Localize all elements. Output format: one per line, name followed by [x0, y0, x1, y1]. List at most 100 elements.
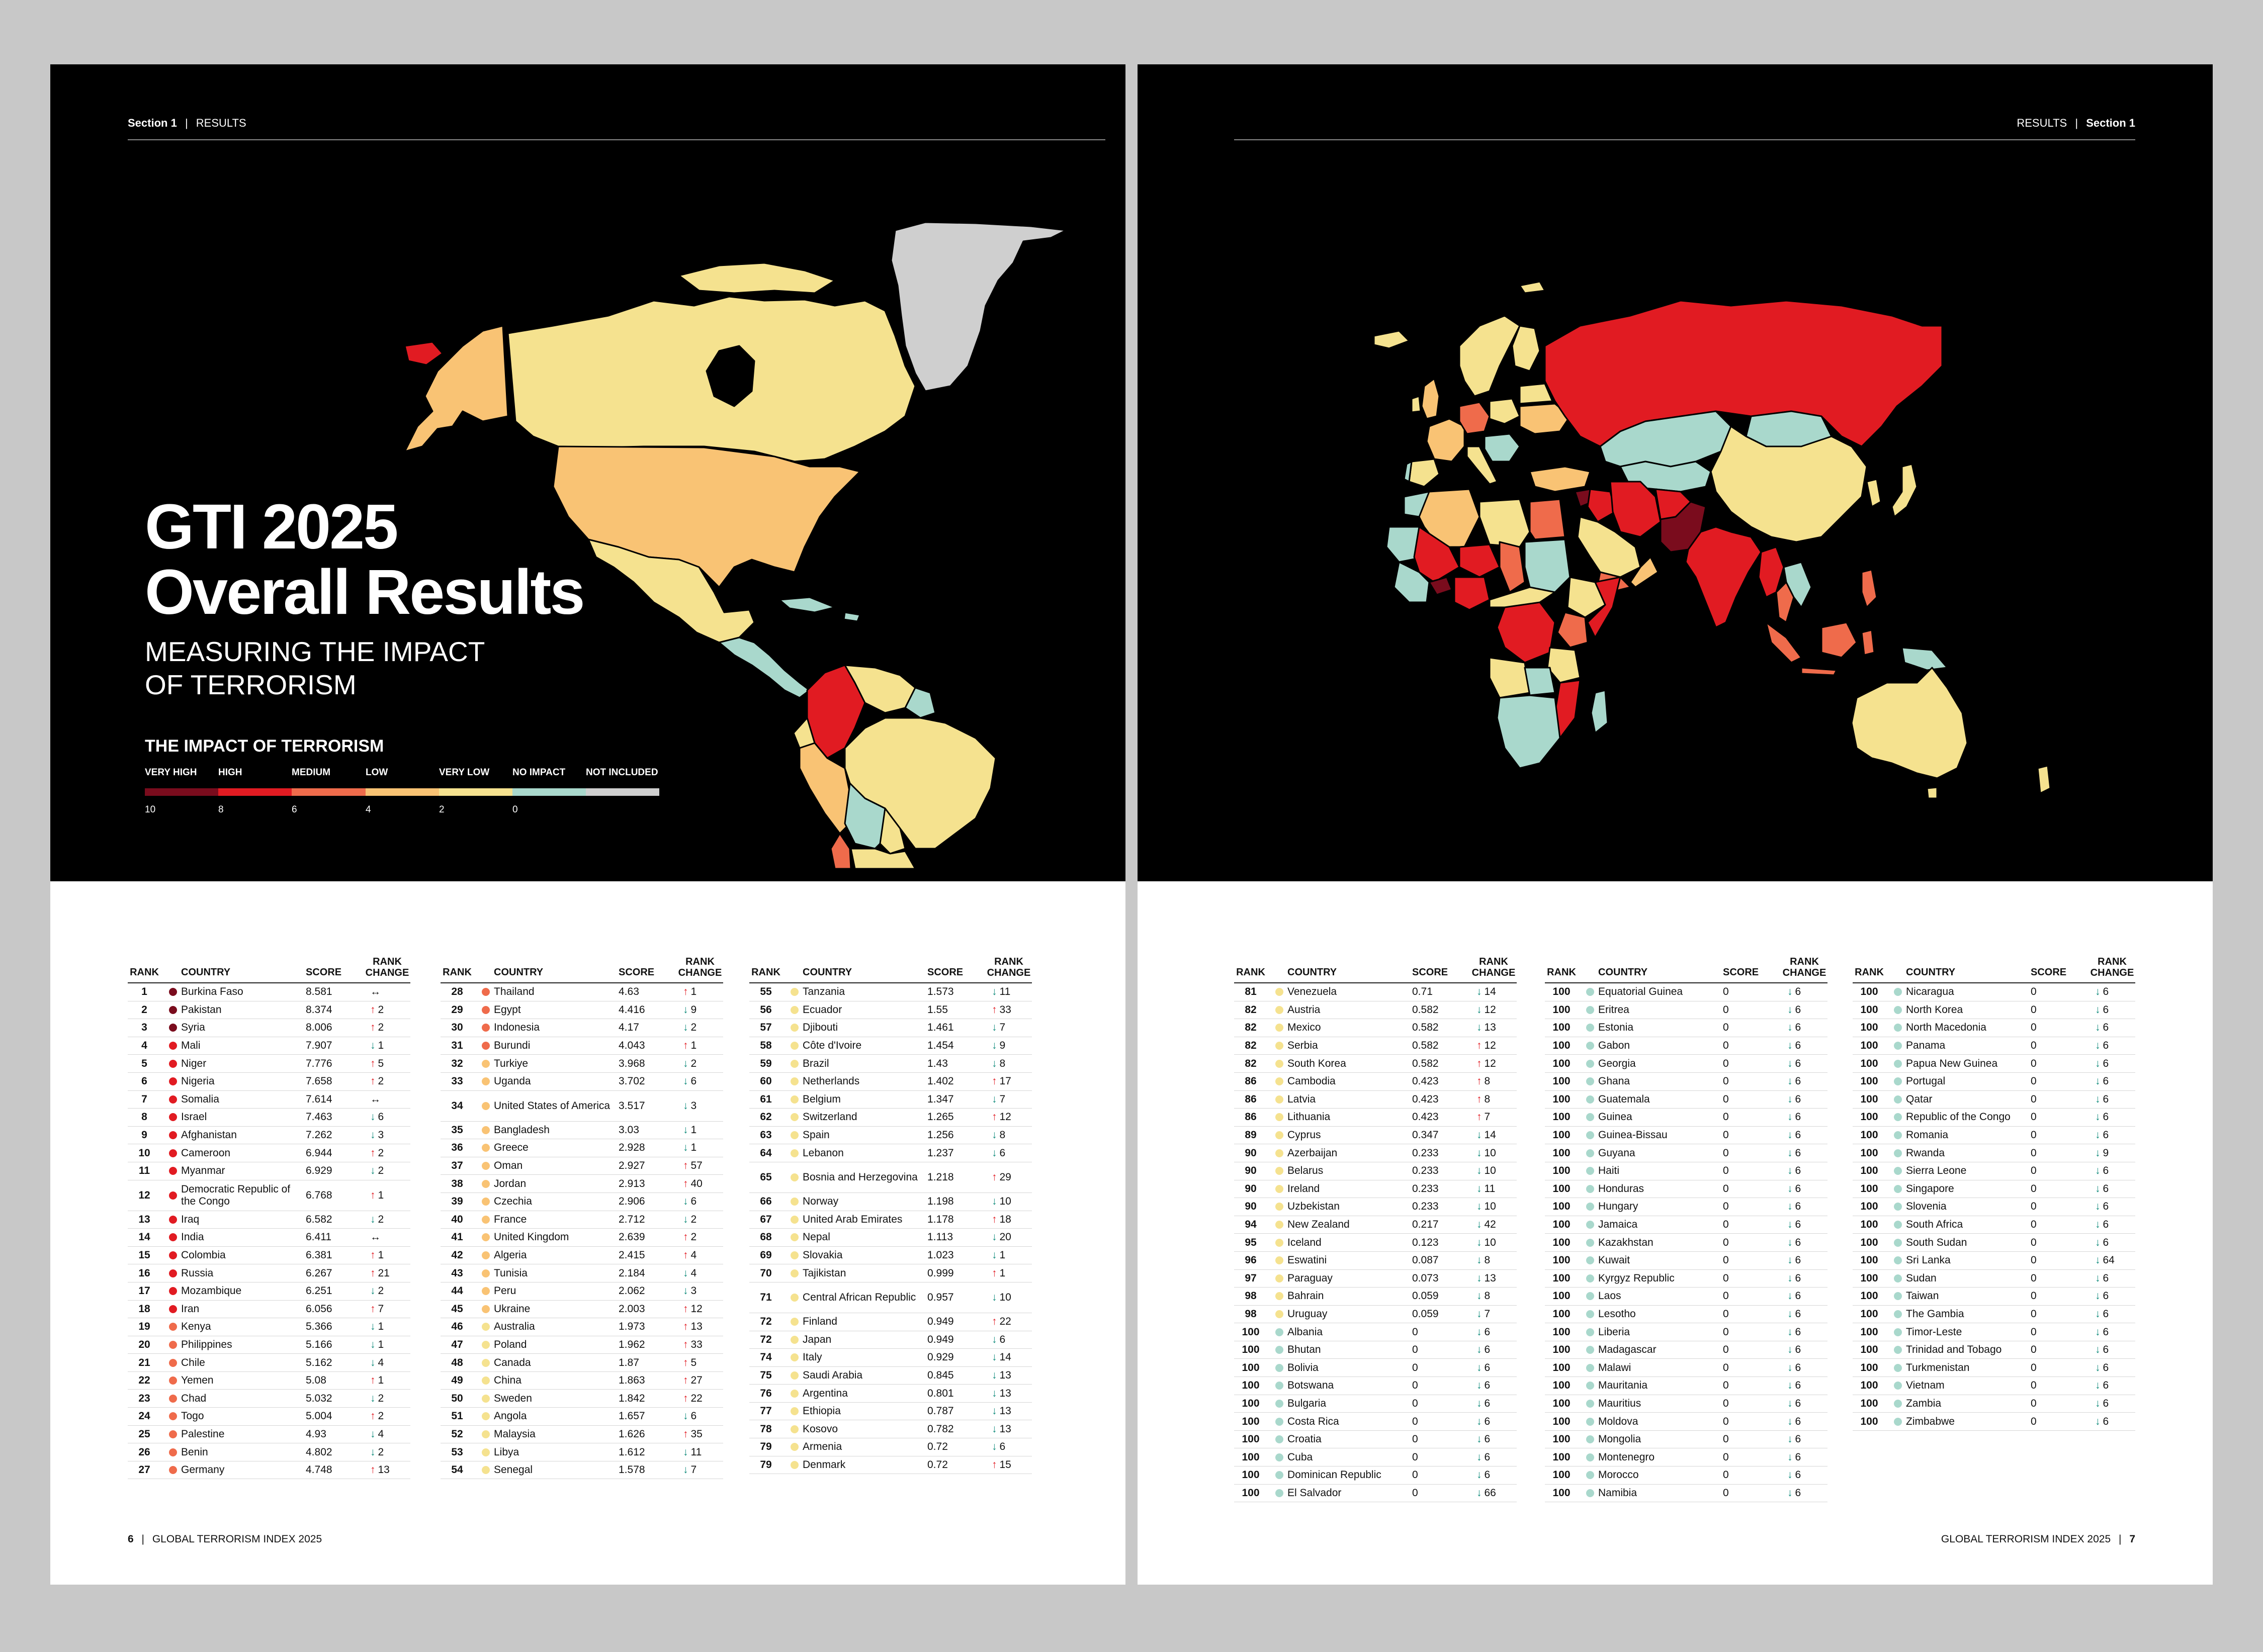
rank-change-cell: ↓ 6 [1787, 1433, 1827, 1445]
score-cell: 0.233 [1412, 1165, 1439, 1177]
rank-change-value: 6 [2103, 1040, 2109, 1052]
arrow-up-icon: ↑ [683, 1231, 688, 1243]
arrow-down-icon: ↓ [683, 1267, 688, 1279]
rank-change-cell: ↓ 6 [992, 1334, 1032, 1346]
rank-change-cell: ↓ 6 [1476, 1416, 1517, 1428]
arrow-down-icon: ↓ [683, 1410, 688, 1422]
arrow-down-icon: ↓ [1476, 1272, 1482, 1284]
score-cell: 0 [1723, 986, 1729, 998]
rank-change-value: 12 [999, 1111, 1011, 1123]
rank-change-cell: ↓ 6 [1787, 1004, 1827, 1016]
rank-cell: 100 [1552, 1165, 1571, 1177]
country-cell: Croatia [1287, 1433, 1322, 1445]
rank-change-value: 6 [1795, 1380, 1801, 1392]
rank-change-cell: ↓ 6 [1787, 1147, 1827, 1159]
impact-dot [1894, 1184, 1902, 1193]
arrow-down-icon: ↓ [1787, 1272, 1793, 1284]
table-header: RANK COUNTRY SCORE RANK CHANGE [1853, 948, 2135, 983]
score-cell: 0 [1723, 1290, 1729, 1302]
impact-dot [482, 1340, 490, 1349]
score-cell: 2.712 [619, 1213, 645, 1225]
table-row: 14 India 6.411 ↔ [128, 1229, 410, 1247]
table-row: 100 Nicaragua 0 ↓ 6 [1853, 983, 2135, 1001]
legend-scale-2: 2 [439, 804, 445, 815]
map-greenland [890, 221, 1067, 392]
score-cell: 0 [1412, 1469, 1418, 1481]
arrow-down-icon: ↓ [1787, 1397, 1793, 1409]
section-label: Section 1 [128, 117, 177, 129]
score-cell: 0.801 [927, 1387, 954, 1399]
running-header: Section 1 | RESULTS [128, 117, 246, 130]
rank-change-cell: ↓ 6 [1476, 1398, 1517, 1410]
rank-change-cell: ↑ 5 [683, 1357, 723, 1369]
rank-change-value: 35 [690, 1428, 703, 1440]
header-rank-change: RANK CHANGE [2089, 956, 2135, 978]
rank-change-value: 6 [1795, 1182, 1801, 1195]
arrow-down-icon: ↓ [1787, 986, 1793, 998]
rank-change-cell: ↓ 6 [1787, 1165, 1827, 1177]
score-cell: 0 [2031, 1326, 2037, 1338]
arrow-down-icon: ↓ [992, 1022, 997, 1034]
table-row: 24 Togo 5.004 ↑ 2 [128, 1408, 410, 1426]
impact-dot [1586, 1328, 1594, 1336]
ranking-column-1: RANK COUNTRY SCORE RANK CHANGE 1 Burkina Faso 8… [128, 948, 410, 1480]
arrow-down-icon: ↓ [1787, 1165, 1793, 1177]
rank-cell: 100 [1242, 1380, 1260, 1392]
rank-change-cell: ↓ 13 [992, 1369, 1032, 1382]
table-row: 90 Belarus 0.233 ↓ 10 [1234, 1162, 1517, 1180]
rank-change-value: 2 [690, 1213, 697, 1225]
rank-cell: 55 [760, 986, 772, 998]
arrow-up-icon: ↑ [370, 1075, 376, 1087]
table-row: 22 Yemen 5.08 ↑ 1 [128, 1372, 410, 1390]
arrow-down-icon: ↓ [1476, 1433, 1482, 1445]
rank-cell: 66 [760, 1196, 772, 1208]
rank-change-cell: ↓ 2 [683, 1214, 723, 1226]
arrow-down-icon: ↓ [2095, 1380, 2101, 1392]
rank-change-value: 6 [2103, 1236, 2109, 1248]
map-drc [1496, 601, 1556, 664]
map-nigeria [1453, 576, 1491, 611]
impact-dot [1586, 1292, 1594, 1301]
impact-dot [1275, 1435, 1283, 1444]
arrow-both-icon: ↔ [370, 1231, 381, 1243]
rank-change-value: 6 [1795, 1290, 1801, 1302]
table-row: 72 Japan 0.949 ↓ 6 [749, 1331, 1032, 1349]
table-row: 94 New Zealand 0.217 ↓ 42 [1234, 1216, 1517, 1234]
score-cell: 1.578 [619, 1464, 645, 1476]
table-row: 15 Colombia 6.381 ↑ 1 [128, 1247, 410, 1265]
rank-cell: 27 [138, 1464, 150, 1476]
impact-dot [791, 1149, 799, 1157]
score-cell: 0.582 [1412, 1040, 1439, 1052]
country-cell: Uruguay [1287, 1308, 1328, 1320]
impact-dot [482, 1162, 490, 1170]
arrow-down-icon: ↓ [1476, 1201, 1482, 1213]
legend-label-not-included: NOT INCLUDED [586, 767, 658, 778]
arrow-down-icon: ↓ [2095, 1344, 2101, 1356]
rank-change-value: 14 [1484, 1129, 1496, 1141]
rank-change-value: 6 [1484, 1433, 1491, 1445]
rank-change-value: 6 [1484, 1451, 1491, 1463]
country-cell: Eritrea [1598, 1003, 1629, 1016]
arrow-down-icon: ↓ [1476, 1469, 1482, 1481]
rank-change-value: 2 [378, 1022, 384, 1034]
rank-cell: 62 [760, 1111, 772, 1123]
impact-dot [1275, 1059, 1283, 1068]
rank-change-value: 6 [2103, 1093, 2109, 1105]
rank-change-cell: ↑ 8 [1476, 1075, 1517, 1087]
arrow-up-icon: ↑ [992, 1316, 997, 1328]
map-france [1426, 418, 1465, 463]
table-row: 100 Kuwait 0 ↓ 6 [1545, 1252, 1827, 1270]
table-row: 89 Cyprus 0.347 ↓ 14 [1234, 1127, 1517, 1145]
table-row: 90 Ireland 0.233 ↓ 11 [1234, 1180, 1517, 1199]
country-cell: Bangladesh [494, 1124, 550, 1136]
country-cell: United Arab Emirates [803, 1213, 903, 1225]
impact-dot [1586, 1453, 1594, 1461]
score-cell: 6.251 [306, 1285, 332, 1297]
header-rank-change-line-1: RANK [994, 956, 1023, 967]
rank-cell: 100 [1552, 1308, 1571, 1320]
rank-cell: 7 [141, 1093, 147, 1105]
score-cell: 0 [1723, 1236, 1729, 1248]
rank-cell: 68 [760, 1231, 772, 1243]
map-argentina [850, 848, 916, 870]
rank-change-value: 6 [1795, 1129, 1801, 1141]
